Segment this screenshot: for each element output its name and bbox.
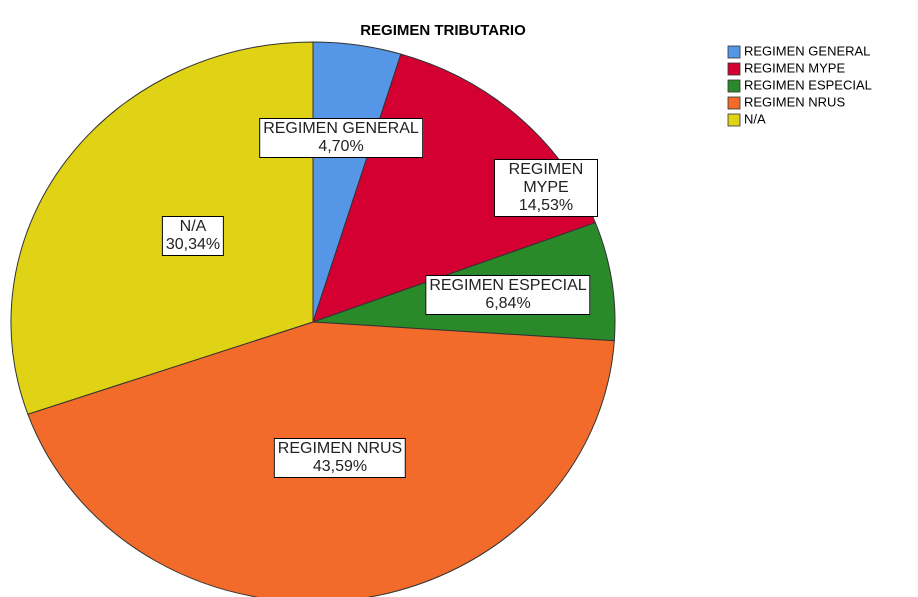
legend-swatch (727, 79, 741, 93)
legend-label: REGIMEN ESPECIAL (744, 77, 872, 92)
data-label: REGIMEN NRUS 43,59% (273, 438, 407, 478)
data-label: REGIMEN GENERAL 4,70% (259, 118, 423, 158)
legend-label: REGIMEN MYPE (744, 60, 845, 75)
legend-swatch (727, 62, 741, 76)
data-label-value: 30,34% (165, 236, 221, 253)
data-label: REGIMEN ESPECIAL 6,84% (425, 275, 591, 315)
chart-title: REGIMEN TRIBUTARIO (360, 22, 526, 39)
data-label-value: 4,70% (318, 138, 364, 155)
data-label-name: REGIMEN ESPECIAL (429, 277, 587, 294)
data-label-name: REGIMEN GENERAL (263, 120, 419, 137)
data-label-value: 14,53% (518, 197, 574, 214)
legend-swatch (727, 45, 741, 59)
legend-label: N/A (744, 111, 766, 126)
legend-label: REGIMEN NRUS (744, 94, 845, 109)
data-label: N/A 30,34% (161, 216, 225, 256)
legend-swatch (727, 96, 741, 110)
data-label: REGIMEN MYPE 14,53% (494, 159, 598, 217)
data-label-name: N/A (179, 218, 207, 235)
data-label-name: REGIMEN MYPE (508, 161, 584, 196)
legend-label: REGIMEN GENERAL (744, 43, 870, 58)
data-label-value: 43,59% (312, 458, 368, 475)
legend-swatch (727, 113, 741, 127)
data-label-name: REGIMEN NRUS (277, 440, 403, 457)
data-label-value: 6,84% (485, 295, 531, 312)
